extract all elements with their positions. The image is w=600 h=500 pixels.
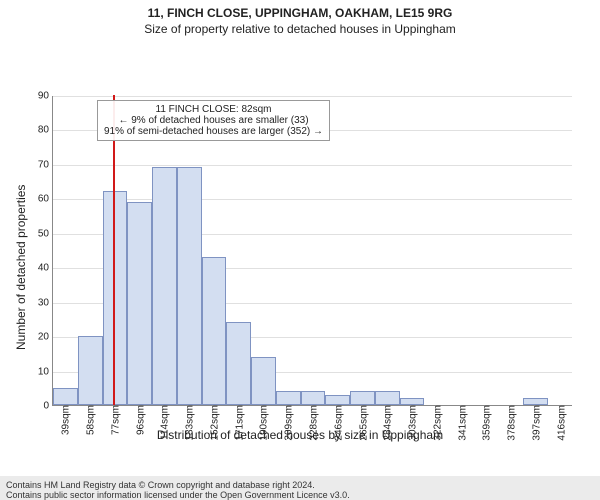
histogram-bar	[251, 357, 276, 405]
histogram-bar	[375, 391, 400, 405]
footer-line: Contains public sector information licen…	[6, 490, 594, 500]
histogram-bar	[78, 336, 103, 405]
histogram-bar	[276, 391, 301, 405]
histogram-bar	[400, 398, 425, 405]
y-tick-label: 80	[38, 125, 53, 136]
subtitle: Size of property relative to detached ho…	[0, 22, 600, 36]
footer-line: Contains HM Land Registry data © Crown c…	[6, 480, 594, 490]
annotation-line: ← 9% of detached houses are smaller (33)	[104, 115, 323, 126]
y-tick-label: 10	[38, 366, 53, 377]
y-tick-label: 50	[38, 228, 53, 239]
reference-line	[113, 95, 115, 405]
gridline	[53, 199, 572, 200]
histogram-bar	[301, 391, 326, 405]
y-tick-label: 90	[38, 91, 53, 102]
annotation-box: 11 FINCH CLOSE: 82sqm← 9% of detached ho…	[97, 100, 330, 141]
histogram-bar	[127, 202, 152, 405]
histogram-bar	[202, 257, 227, 405]
figure: 11, FINCH CLOSE, UPPINGHAM, OAKHAM, LE15…	[0, 6, 600, 500]
histogram-bar	[523, 398, 548, 405]
y-axis-label: Number of detached properties	[14, 185, 28, 350]
plot-area: 010203040506070809039sqm58sqm77sqm96sqm1…	[52, 96, 572, 406]
y-tick-label: 0	[43, 401, 53, 412]
histogram-bar	[325, 395, 350, 405]
histogram-bar	[350, 391, 375, 405]
y-tick-label: 70	[38, 159, 53, 170]
y-tick-label: 30	[38, 297, 53, 308]
histogram-bar	[226, 322, 251, 405]
gridline	[53, 96, 572, 97]
page-title: 11, FINCH CLOSE, UPPINGHAM, OAKHAM, LE15…	[0, 6, 600, 20]
histogram-bar	[177, 167, 202, 405]
gridline	[53, 165, 572, 166]
y-tick-label: 40	[38, 263, 53, 274]
histogram-bar	[53, 388, 78, 405]
x-axis-label: Distribution of detached houses by size …	[0, 428, 600, 442]
y-tick-label: 20	[38, 332, 53, 343]
annotation-line: 91% of semi-detached houses are larger (…	[104, 126, 323, 137]
y-tick-label: 60	[38, 194, 53, 205]
histogram-bar	[152, 167, 177, 405]
annotation-line: 11 FINCH CLOSE: 82sqm	[104, 104, 323, 115]
attribution-footer: Contains HM Land Registry data © Crown c…	[0, 476, 600, 500]
